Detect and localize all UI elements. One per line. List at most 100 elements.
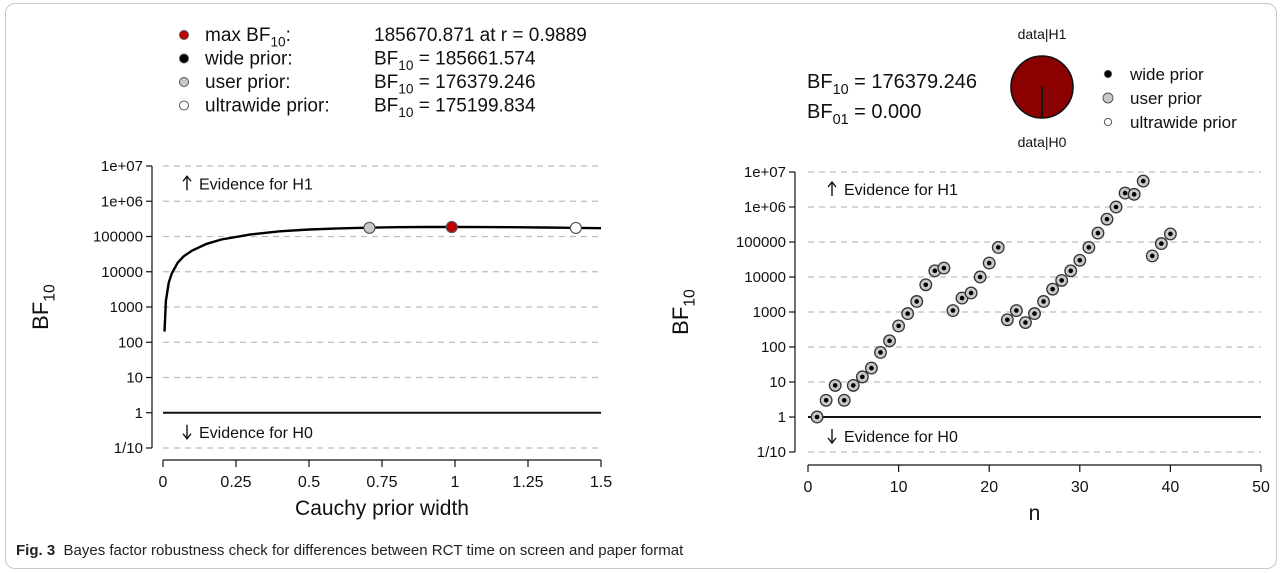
- sequential-point: [855, 370, 869, 384]
- sequential-point-core: [1005, 317, 1010, 323]
- sequential-point-core: [814, 414, 820, 420]
- right-x-axis-label: n: [1029, 502, 1041, 525]
- left-arrow-down-icon-head: [182, 433, 192, 440]
- left-arrow-up-icon-head: [182, 175, 192, 182]
- robustness-curve: [163, 225, 602, 332]
- sequential-point: [892, 319, 906, 333]
- right-y-tick-label: 1: [778, 409, 786, 426]
- left-y-tick-label: 1e+06: [101, 193, 143, 210]
- right-y-tick-label: 10000: [744, 269, 786, 286]
- sequential-point-core: [869, 365, 874, 371]
- sequential-point: [901, 307, 915, 321]
- figure-frame: [5, 3, 1277, 569]
- sequential-point-core: [896, 323, 901, 329]
- sequential-point-core: [986, 260, 992, 266]
- right-arrow-up-icon-head: [827, 180, 837, 188]
- robustness-point-ultrawide-prior: [569, 221, 582, 235]
- sequential-point: [1064, 264, 1078, 278]
- robustness-point-user-prior: [363, 221, 376, 234]
- sequential-point-core: [1159, 241, 1164, 246]
- left-x-tick-label: 1.25: [512, 474, 543, 491]
- sequential-point-core: [959, 295, 965, 301]
- sequential-point-core: [851, 383, 856, 388]
- sequential-point: [1028, 307, 1041, 321]
- sequential-point-core: [860, 374, 865, 380]
- sequential-point-core: [1149, 253, 1155, 259]
- legend-name: ultrawide prior:: [205, 96, 330, 117]
- legend-name: user prior:: [205, 72, 291, 93]
- bf10-value-text: BF10 = 176379.246: [807, 71, 977, 98]
- left-evidence-h1-label: Evidence for H1: [199, 176, 313, 193]
- right-y-tick-label: 1e+06: [744, 199, 786, 216]
- left-arrow-down-icon: [182, 424, 192, 440]
- sequential-point: [810, 410, 824, 424]
- sequential-point: [946, 304, 960, 318]
- sequential-point: [1009, 304, 1023, 318]
- legend-value: BF10 = 175199.834: [374, 96, 536, 121]
- figure-label: Fig. 3: [16, 542, 56, 559]
- right-x-tick-label: 50: [1252, 479, 1270, 496]
- sequential-point-core: [995, 245, 1001, 250]
- right-y-tick-label: 1/10: [757, 444, 786, 461]
- sequential-point: [982, 256, 996, 270]
- sequential-bf-chart: 1/10 1 10 100 1000 10000 100000 1e+06 1e+07 0 10 20…: [668, 26, 1270, 525]
- sequential-point: [1046, 282, 1060, 296]
- caption-text: Bayes factor robustness check for differ…: [63, 542, 684, 559]
- sequential-point-core: [823, 398, 829, 403]
- left-evidence-h0-label: Evidence for H0: [199, 425, 313, 442]
- right-x-tick-label: 0: [804, 479, 813, 496]
- legend-value: 185670.871 at r = 0.9889: [374, 25, 587, 46]
- left-x-tick-label: 1: [451, 474, 460, 491]
- right-arrow-up-icon: [827, 180, 837, 196]
- right-y-tick-label: 1e+07: [744, 164, 786, 181]
- right-y-axis-label: BF10: [668, 289, 699, 335]
- left-arrow-up-icon: [182, 175, 192, 191]
- sequential-point: [1055, 273, 1069, 287]
- left-x-tick-label: 0.5: [298, 474, 320, 491]
- sequential-point-core: [1131, 192, 1137, 197]
- sequential-point-core: [1041, 299, 1046, 304]
- right-x-tick-label: 20: [980, 479, 998, 496]
- left-x-tick-label: 0.25: [220, 474, 251, 491]
- sequential-point: [919, 278, 933, 292]
- left-y-tick-label: 1000: [110, 299, 143, 316]
- sequential-point: [1073, 253, 1087, 267]
- sequential-point-core: [841, 398, 847, 403]
- sequential-point: [837, 393, 851, 407]
- legend-marker: [179, 30, 189, 40]
- sequential-point-core: [968, 290, 974, 296]
- sequential-point-core: [1050, 286, 1055, 292]
- pie-label-h0: data|H0: [1018, 134, 1067, 150]
- sequential-point-core: [950, 308, 956, 313]
- sequential-point: [1127, 187, 1141, 201]
- right-y-tick-label: 100000: [736, 234, 786, 251]
- sequential-point: [937, 261, 951, 275]
- sequential-point: [883, 334, 896, 348]
- right-x-tick-label: 10: [890, 479, 908, 496]
- sequential-point: [1037, 295, 1051, 308]
- sequential-point-core: [1086, 245, 1092, 250]
- sequential-point-core: [905, 311, 910, 316]
- right-arrow-down-icon-head: [827, 437, 837, 445]
- sequential-point: [1018, 316, 1032, 329]
- right-x-tick-label: 40: [1162, 479, 1180, 496]
- sequential-point-core: [1140, 178, 1146, 184]
- sequential-point: [1154, 237, 1168, 251]
- left-y-tick-label: 100000: [93, 229, 143, 246]
- sequential-point: [1163, 227, 1177, 241]
- legend-value: BF10 = 176379.246: [374, 72, 536, 97]
- sequential-point: [1145, 249, 1159, 263]
- sequential-point-core: [1122, 190, 1128, 196]
- sequential-point-core: [887, 338, 892, 344]
- sequential-point-core: [878, 350, 883, 355]
- legend-name: max BF10:: [205, 25, 291, 50]
- sequential-point-core: [914, 299, 920, 304]
- sequential-point-core: [1168, 231, 1173, 237]
- sequential-point-core: [832, 383, 838, 388]
- sequential-point: [1100, 212, 1114, 226]
- right-y-tick-label: 10: [769, 374, 786, 391]
- left-y-tick-label: 1/10: [114, 440, 143, 457]
- legend-marker: [1103, 117, 1113, 127]
- left-y-tick-label: 100: [118, 334, 143, 351]
- sequential-point: [1136, 174, 1150, 188]
